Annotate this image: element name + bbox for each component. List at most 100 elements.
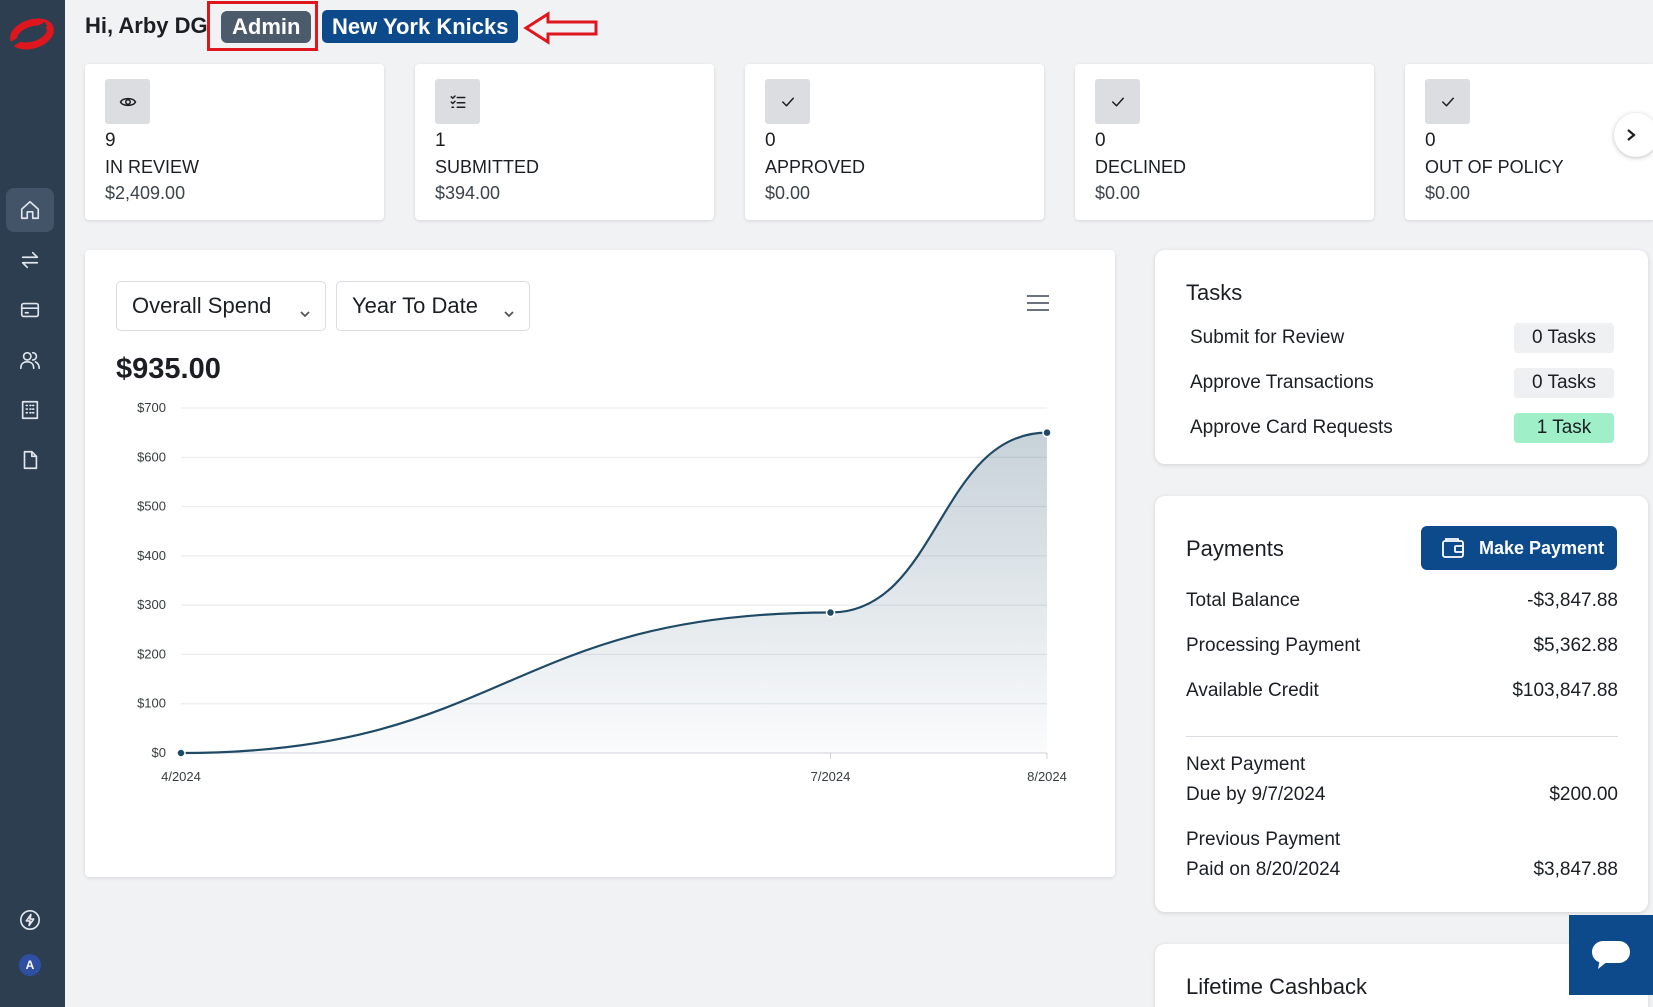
- transfer-icon: [21, 251, 39, 269]
- y-tick-label: $400: [137, 548, 166, 563]
- check-icon: [1425, 79, 1470, 124]
- available-credit-value: $103,847.88: [1512, 680, 1618, 701]
- metric-select-value: Overall Spend: [132, 293, 272, 318]
- y-tick-label: $200: [137, 646, 166, 661]
- task-row[interactable]: Approve Transactions 0 Tasks: [1190, 368, 1614, 400]
- available-credit-label: Available Credit: [1186, 680, 1319, 701]
- nav-transactions[interactable]: [6, 238, 54, 282]
- chat-icon: [1592, 941, 1630, 969]
- previous-payment-label: Previous Payment: [1186, 829, 1341, 850]
- series-area: [181, 432, 1047, 753]
- stat-label: IN REVIEW: [105, 157, 200, 177]
- nav-users[interactable]: [6, 338, 54, 382]
- y-tick-label: $0: [152, 745, 166, 760]
- processing-payment-label: Processing Payment: [1186, 635, 1361, 656]
- brand-logo[interactable]: [6, 14, 56, 54]
- x-tick-label: 4/2024: [161, 769, 201, 784]
- chevron-right-icon: [1627, 129, 1636, 141]
- task-label: Submit for Review: [1190, 327, 1345, 348]
- eye-icon: [105, 79, 150, 124]
- stat-card-in-review[interactable]: 9 IN REVIEW $2,409.00: [85, 64, 384, 220]
- annotation-arrow-icon: [523, 11, 598, 45]
- stat-card-declined[interactable]: 0 DECLINED $0.00: [1075, 64, 1374, 220]
- stat-amount: $0.00: [1425, 183, 1471, 203]
- spend-chart-card: Overall Spend Year To Date $935.00 $0 $10…: [85, 250, 1115, 877]
- tasks-card: Tasks Submit for Review 0 Tasks Approve …: [1155, 250, 1648, 464]
- x-tick-label: 7/2024: [811, 769, 851, 784]
- checklist-icon: [435, 79, 480, 124]
- task-count-badge: 0 Tasks: [1514, 368, 1614, 398]
- task-label: Approve Card Requests: [1190, 417, 1393, 438]
- next-payment-due: Due by 9/7/2024: [1186, 784, 1326, 805]
- building-icon: [21, 400, 39, 420]
- annotation-highlight-box: [207, 1, 318, 51]
- stat-count: 1: [435, 130, 446, 151]
- spend-area-chart: $0 $100 $200 $300 $400 $500 $600 $700 4/2024 7/2…: [137, 400, 1067, 784]
- nav-documents[interactable]: [6, 438, 54, 482]
- sidebar: A: [0, 0, 65, 1007]
- nav-home[interactable]: [6, 188, 54, 232]
- chart-menu-icon[interactable]: [1027, 295, 1049, 313]
- series-line: [180, 431, 1048, 755]
- next-payment-amount: $200.00: [1549, 784, 1618, 805]
- total-balance-label: Total Balance: [1186, 590, 1301, 611]
- stat-card-submitted[interactable]: 1 SUBMITTED $394.00: [415, 64, 714, 220]
- spend-total: $935.00: [116, 353, 221, 385]
- previous-payment-paid: Paid on 8/20/2024: [1186, 859, 1341, 880]
- avatar[interactable]: A: [19, 954, 41, 976]
- stat-count: 9: [105, 130, 116, 151]
- lightning-icon: [20, 910, 40, 930]
- payments-title: Payments: [1186, 536, 1284, 561]
- nav-cards[interactable]: [6, 288, 54, 332]
- divider: [1186, 736, 1618, 737]
- cashback-card: Lifetime Cashback: [1155, 944, 1648, 1007]
- make-payment-label: Make Payment: [1479, 537, 1605, 558]
- check-icon: [765, 79, 810, 124]
- data-point[interactable]: [1042, 427, 1052, 438]
- chat-button[interactable]: [1569, 915, 1653, 995]
- greeting: Hi, Arby DG: [85, 13, 208, 38]
- task-row[interactable]: Submit for Review 0 Tasks: [1190, 323, 1614, 355]
- stat-count: 0: [1095, 130, 1106, 151]
- stat-count: 0: [1425, 130, 1436, 151]
- stat-amount: $0.00: [1095, 183, 1141, 203]
- y-tick-label: $600: [137, 449, 166, 464]
- role-badge: Admin: [221, 11, 312, 43]
- processing-payment-value: $5,362.88: [1533, 635, 1618, 656]
- period-select[interactable]: Year To Date: [336, 281, 530, 331]
- users-icon: [20, 351, 40, 370]
- stat-label: APPROVED: [765, 157, 866, 177]
- nav-company[interactable]: [6, 388, 54, 432]
- stat-label: DECLINED: [1095, 157, 1187, 177]
- make-payment-button[interactable]: Make Payment: [1421, 526, 1617, 570]
- chevron-down-icon: [299, 300, 311, 318]
- stat-amount: $394.00: [435, 183, 501, 203]
- total-balance-value: -$3,847.88: [1527, 590, 1618, 611]
- stat-label: SUBMITTED: [435, 157, 540, 177]
- check-icon: [1095, 79, 1140, 124]
- nav-integrations[interactable]: [6, 898, 54, 942]
- stat-label: OUT OF POLICY: [1425, 157, 1564, 177]
- previous-payment-amount: $3,847.88: [1533, 859, 1618, 880]
- metric-select[interactable]: Overall Spend: [116, 281, 326, 331]
- data-point[interactable]: [176, 748, 186, 758]
- y-tick-label: $500: [137, 499, 166, 514]
- stat-amount: $0.00: [765, 183, 811, 203]
- tasks-title: Tasks: [1186, 280, 1243, 305]
- y-tick-label: $700: [137, 400, 166, 415]
- carousel-next-button[interactable]: [1614, 113, 1653, 157]
- chevron-down-icon: [503, 300, 515, 318]
- cashback-title: Lifetime Cashback: [1186, 974, 1367, 999]
- payments-card: Payments Make Payment Total Balance -$3,…: [1155, 496, 1648, 912]
- stat-count: 0: [765, 130, 776, 151]
- task-row[interactable]: Approve Card Requests 1 Task: [1190, 413, 1614, 445]
- wallet-icon: [1442, 538, 1464, 558]
- y-tick-label: $100: [137, 696, 166, 711]
- stat-card-out-of-policy[interactable]: 0 OUT OF POLICY $0.00: [1405, 64, 1653, 220]
- period-select-value: Year To Date: [352, 293, 478, 318]
- task-count-badge: 1 Task: [1514, 413, 1614, 443]
- data-point[interactable]: [825, 607, 836, 618]
- stat-card-approved[interactable]: 0 APPROVED $0.00: [745, 64, 1044, 220]
- document-icon: [23, 450, 38, 470]
- task-count-badge: 0 Tasks: [1514, 323, 1614, 353]
